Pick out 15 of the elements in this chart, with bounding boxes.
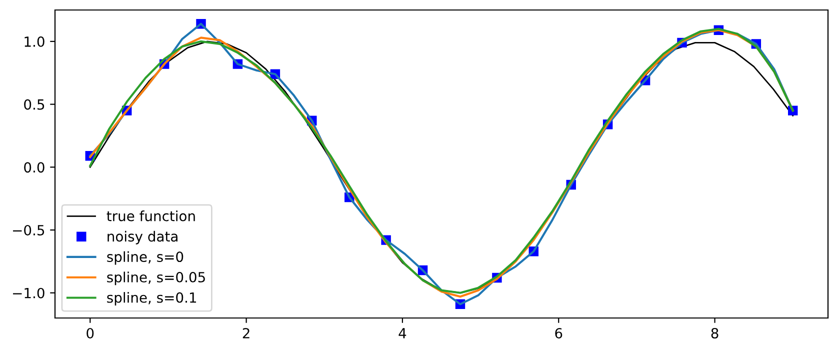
y-tick-label: −1.0	[13, 288, 44, 298]
y-tick-label: 0.0	[24, 162, 44, 173]
legend-label: spline, s=0.05	[107, 272, 205, 286]
x-tick-label: 8	[711, 328, 718, 338]
legend-label: true function	[106, 210, 195, 222]
legend-label: spline, s=0.1	[107, 292, 196, 306]
x-tick-label: 2	[242, 328, 250, 338]
y-tick-label: 1.0	[24, 36, 44, 47]
legend-label: spline, s=0	[107, 251, 184, 265]
legend-label: noisy data	[108, 230, 178, 244]
x-tick-label: 4	[398, 328, 406, 338]
x-tick-label: 6	[555, 328, 562, 338]
x-tick-label: 0	[86, 328, 94, 338]
y-tick-label: 0.5	[24, 99, 44, 110]
y-tick-label: −0.5	[13, 224, 44, 236]
